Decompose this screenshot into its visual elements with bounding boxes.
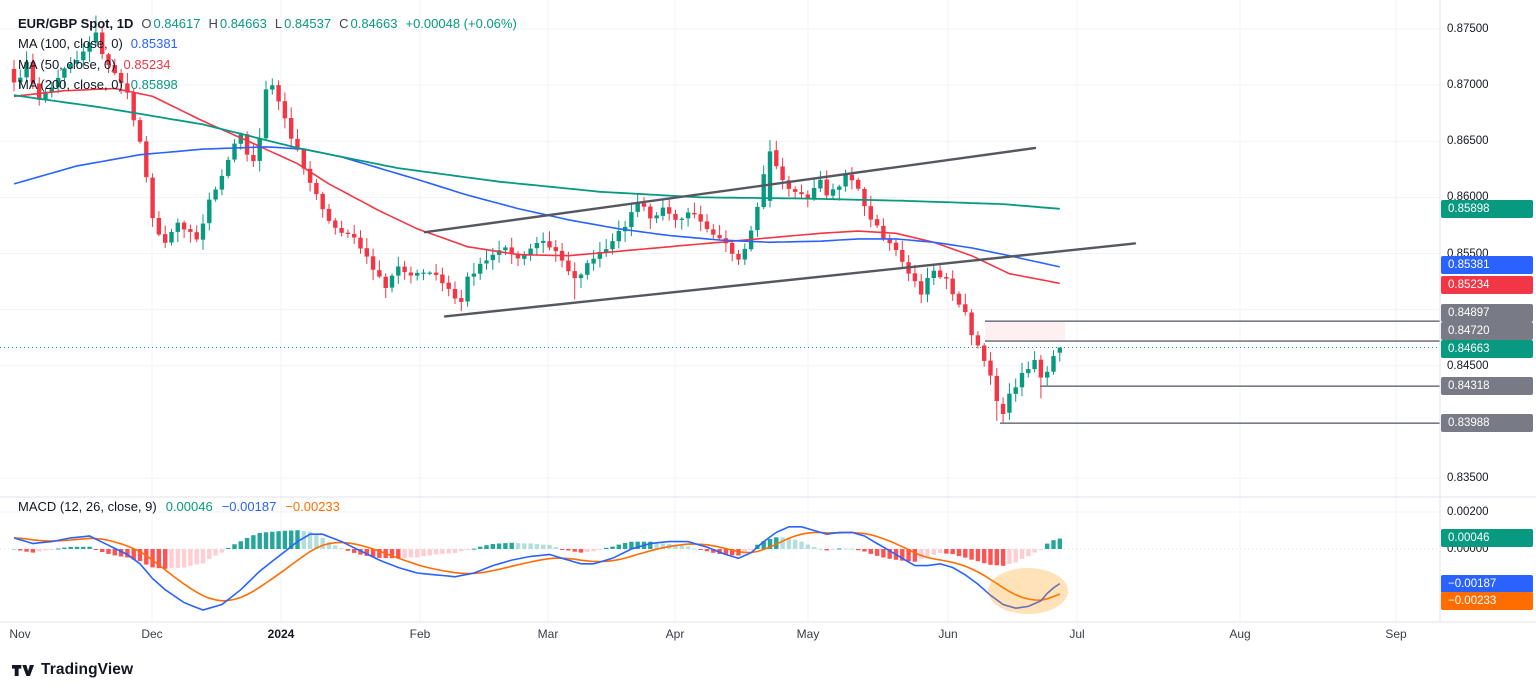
- macd-line[interactable]: [13, 525, 1061, 611]
- open-value: 0.84617: [153, 15, 201, 31]
- ma100-legend-row[interactable]: MA (100, close, 0) 0.85381: [18, 34, 517, 55]
- macd-histogram: [11, 530, 1062, 569]
- macd-legend-row[interactable]: MACD (12, 26, close, 9) 0.00046 −0.00187…: [18, 499, 340, 514]
- close-label: C: [339, 15, 349, 31]
- macd-label: MACD (12, 26, close, 9): [18, 499, 157, 514]
- ma200-legend-row[interactable]: MA (200, close, 0) 0.85898: [18, 75, 517, 96]
- high-label: H: [208, 15, 218, 31]
- trendline[interactable]: [423, 146, 1037, 234]
- ma200-label: MA (200, close, 0): [18, 77, 123, 93]
- ma50-legend-row[interactable]: MA (50, close, 0) 0.85234: [18, 54, 517, 75]
- ma100-line[interactable]: [13, 146, 1060, 268]
- ma200-value: 0.85898: [130, 77, 178, 93]
- macd-line-value: −0.00187: [221, 499, 277, 514]
- low-value: 0.84537: [284, 15, 332, 31]
- close-value: 0.84663: [350, 15, 398, 31]
- tradingview-logo-icon[interactable]: [12, 662, 34, 679]
- supply-zone[interactable]: [985, 321, 1065, 342]
- macd-signal-value: −0.00233: [285, 499, 340, 514]
- change-value: +0.00048 (+0.06%): [405, 15, 517, 31]
- price-scale[interactable]: [1440, 0, 1536, 622]
- macd-hist-value: 0.00046: [165, 499, 213, 514]
- ma100-label: MA (100, close, 0): [18, 36, 123, 52]
- footer-bar: TradingView: [12, 661, 133, 679]
- ma50-line[interactable]: [13, 87, 1060, 285]
- ma100-value: 0.85381: [130, 36, 178, 52]
- symbol-legend-row[interactable]: EUR/GBP Spot, 1D O 0.84617 H 0.84663 L 0.84…: [18, 13, 517, 34]
- macd-signal-line[interactable]: [13, 531, 1061, 602]
- candlestick-series: [11, 15, 1062, 424]
- ma50-label: MA (50, close, 0): [18, 56, 116, 72]
- ma200-line[interactable]: [13, 94, 1060, 210]
- high-value: 0.84663: [219, 15, 267, 31]
- time-scale[interactable]: [0, 622, 1536, 650]
- ma50-value: 0.85234: [123, 56, 171, 72]
- symbol-title: EUR/GBP Spot, 1D: [18, 15, 134, 31]
- symbol-legend: EUR/GBP Spot, 1D O 0.84617 H 0.84663 L 0.84…: [18, 13, 517, 95]
- open-label: O: [141, 15, 152, 31]
- macd-cross-highlight[interactable]: [988, 568, 1068, 614]
- trendline[interactable]: [443, 242, 1137, 318]
- low-label: L: [274, 15, 283, 31]
- tradingview-brand[interactable]: TradingView: [41, 661, 134, 678]
